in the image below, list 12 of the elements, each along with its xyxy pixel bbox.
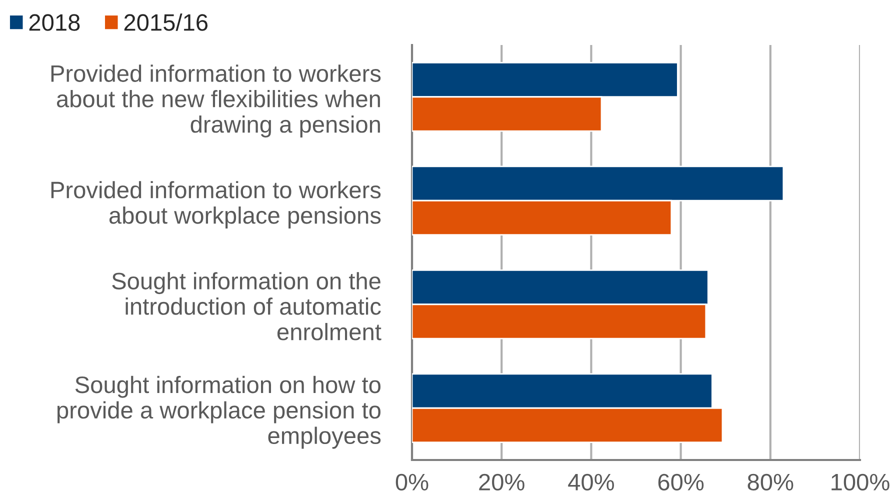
x-tick-label: 60%: [658, 474, 704, 491]
y-tick-label: Provided information to workers about workplace pensions: [51, 181, 381, 229]
y-tick-label: Sought information on how to provide a workplace pension to employees: [57, 376, 381, 449]
x-tick-label: 20%: [479, 474, 524, 491]
legend-label: 2018: [29, 14, 80, 31]
legend-label: 2015/16: [124, 14, 208, 31]
x-tick-label: 0%: [396, 474, 428, 491]
y-tick-label: Provided information to workers about the new flexibilities when drawing a pension: [51, 64, 381, 138]
x-tick-label: 80%: [748, 474, 794, 491]
x-tick-label: 100%: [832, 474, 890, 491]
y-tick-label: Sought information on the introduction of automatic enrolment: [112, 272, 382, 340]
x-tick-label: 40%: [568, 474, 614, 491]
